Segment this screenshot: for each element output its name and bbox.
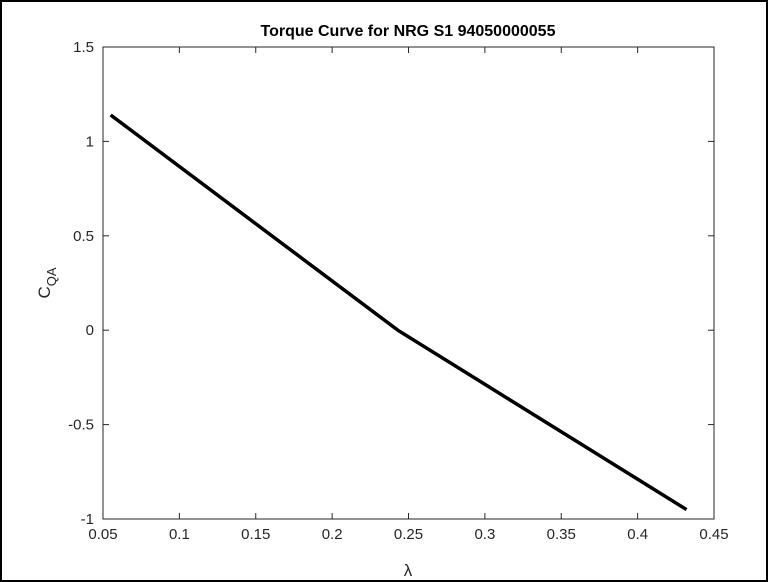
y-axis-label-main: C: [35, 286, 54, 298]
x-tick-label: 0.05: [88, 526, 117, 543]
x-tick-label: 0.1: [169, 526, 190, 543]
x-tick-label: 0.4: [627, 526, 648, 543]
y-tick-label: 0.5: [73, 228, 94, 245]
x-tick-label: 0.25: [394, 526, 423, 543]
y-tick-label: -0.5: [68, 417, 94, 434]
y-tick-label: 0: [86, 322, 94, 339]
x-axis-label: λ: [404, 561, 413, 580]
x-tick-label: 0.3: [474, 526, 495, 543]
y-tick-label: 1.5: [73, 39, 94, 56]
x-tick-label: 0.15: [241, 526, 270, 543]
y-axis-label-sub: QA: [44, 267, 59, 286]
x-tick-label: 0.45: [699, 526, 728, 543]
y-tick-label: 1: [86, 133, 94, 150]
y-axis-label: CQA: [35, 267, 59, 298]
line: [109, 113, 688, 512]
x-tick-label: 0.2: [322, 526, 343, 543]
x-tick-label: 0.35: [547, 526, 576, 543]
chart-title: Torque Curve for NRG S1 94050000055: [261, 23, 556, 40]
y-tick-label: -1: [81, 511, 94, 528]
